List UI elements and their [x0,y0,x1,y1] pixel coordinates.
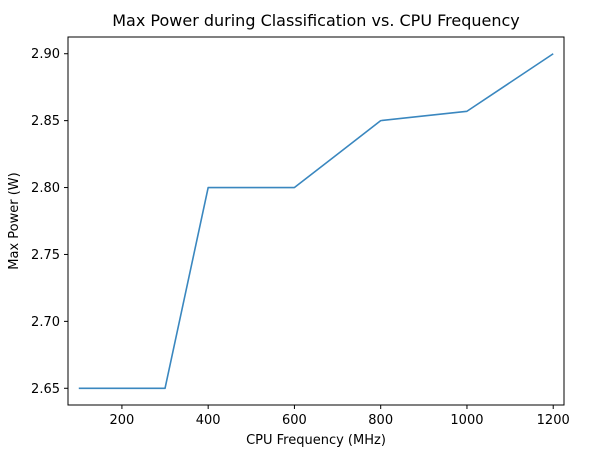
y-tick-label: 2.90 [31,47,60,62]
chart-title: Max Power during Classification vs. CPU … [112,11,520,30]
y-tick-label: 2.75 [31,248,60,263]
x-tick-label: 400 [196,413,221,428]
x-tick-label: 200 [109,413,134,428]
y-tick-label: 2.80 [31,181,60,196]
x-axis-label: CPU Frequency (MHz) [246,433,386,448]
y-tick-label: 2.70 [31,315,60,330]
plot-frame [67,36,565,406]
y-axis-label: Max Power (W) [7,172,22,269]
series-line [78,53,554,390]
x-axis-ticks: 200 400 600 800 1000 1200 [109,405,570,428]
x-tick-label: 600 [282,413,307,428]
series-layer [78,53,554,390]
x-tick-label: 1000 [450,413,483,428]
y-axis-ticks: 2.65 2.70 2.75 2.80 2.85 2.90 [31,47,68,397]
x-tick-label: 1200 [537,413,570,428]
y-tick-label: 2.65 [31,382,60,397]
y-tick-label: 2.85 [31,114,60,129]
x-tick-label: 800 [368,413,393,428]
